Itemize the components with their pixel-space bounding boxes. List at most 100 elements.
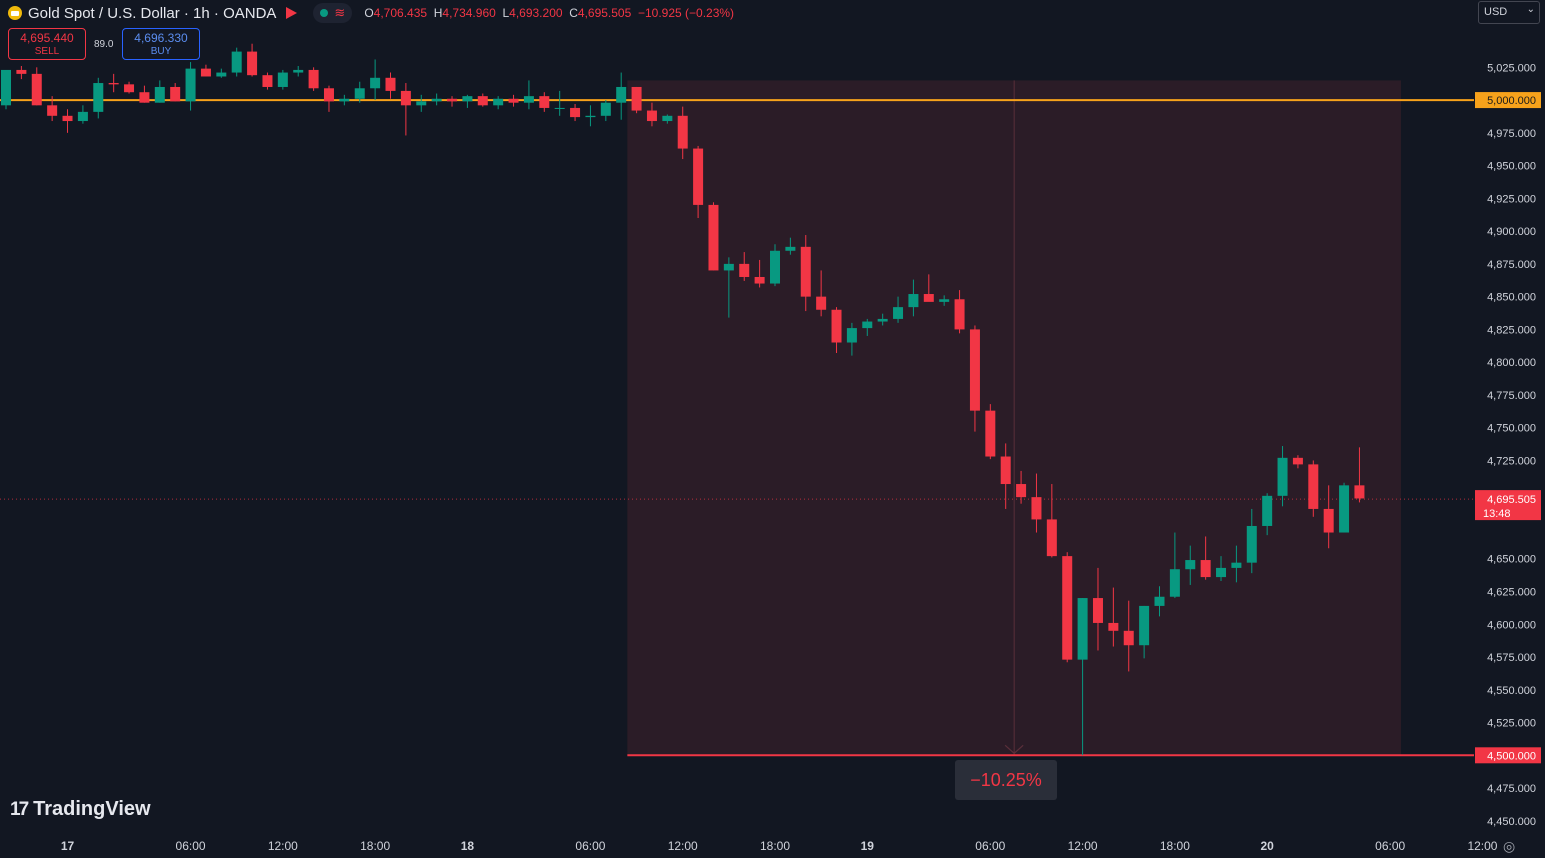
candle-body [1308, 464, 1319, 509]
hline-price-label: 5,000.000 [1487, 95, 1536, 107]
candle-body [31, 73, 42, 106]
wave-icon: ≋ [334, 5, 346, 20]
candle-body [954, 299, 965, 330]
candle-body [846, 328, 857, 343]
candle-body [770, 250, 780, 284]
price-tick-label: 4,600.000 [1487, 619, 1536, 631]
time-tick-label: 18:00 [360, 839, 390, 853]
current-price-label: 4,695.505 [1487, 494, 1536, 506]
candle-body [231, 51, 242, 73]
price-tick-label: 4,625.000 [1487, 586, 1536, 598]
candle-body [616, 86, 627, 103]
candle-body [1185, 560, 1196, 570]
candle-body [631, 86, 642, 111]
candle-body [400, 90, 411, 106]
sell-price: 4,695.440 [20, 31, 74, 45]
candle-body [800, 246, 811, 297]
candle-body [754, 276, 765, 284]
candle-body [139, 92, 150, 103]
candle-body [939, 299, 950, 302]
candle-body [739, 263, 750, 277]
candle-body [1154, 596, 1165, 606]
candle-body [1292, 457, 1303, 465]
spread-value: 89.0 [94, 39, 114, 50]
ohlc-values: O4,706.435 H4,734.960 L4,693.200 C4,695.… [364, 6, 735, 20]
candle-body [385, 77, 396, 91]
candle-body [1077, 598, 1088, 660]
candle-body [1277, 457, 1288, 496]
candle-body [1062, 556, 1073, 660]
time-tick-label: 20 [1260, 839, 1274, 853]
price-tick-label: 4,650.000 [1487, 554, 1536, 566]
time-tick-label: 18:00 [760, 839, 790, 853]
price-tick-label: 4,925.000 [1487, 193, 1536, 205]
time-tick-label: 12:00 [1467, 839, 1497, 853]
candle-body [1354, 485, 1365, 499]
sell-button[interactable]: 4,695.440 SELL [8, 28, 86, 60]
candle-body [723, 263, 734, 271]
sell-label: SELL [34, 46, 60, 57]
candle-body [370, 77, 381, 89]
candle-body [708, 204, 719, 271]
time-tick-label: 12:00 [668, 839, 698, 853]
candle-body [493, 98, 504, 106]
buy-button[interactable]: 4,696.330 BUY [122, 28, 200, 60]
candle-body [539, 96, 550, 108]
candle-body [677, 115, 688, 149]
tradingview-mark-icon: 17 [10, 798, 29, 820]
flag-icon[interactable] [286, 7, 298, 19]
candle-body [523, 96, 534, 103]
price-tick-label: 4,575.000 [1487, 652, 1536, 664]
candle-body [354, 88, 365, 99]
candle-body [200, 68, 211, 77]
price-tick-label: 4,725.000 [1487, 455, 1536, 467]
candle-body [1046, 519, 1057, 557]
candle-body [508, 98, 519, 103]
candle-body [462, 96, 473, 102]
candle-body [785, 246, 796, 251]
measure-percent-label: −10.25% [955, 760, 1057, 800]
candle-body [570, 107, 581, 118]
price-tick-label: 4,900.000 [1487, 226, 1536, 238]
time-tick-label: 06:00 [1375, 839, 1405, 853]
candle-body [893, 307, 904, 319]
price-tick-label: 4,750.000 [1487, 423, 1536, 435]
candle-body [1200, 560, 1211, 578]
tradingview-logo[interactable]: 17 TradingView [10, 798, 151, 820]
candle-body [185, 68, 196, 102]
candle-body [477, 96, 488, 106]
candle-body [431, 98, 442, 102]
candle-body [1000, 456, 1011, 485]
market-open-dot-icon [320, 9, 329, 17]
candle-body [1323, 508, 1334, 533]
candle-body [1246, 525, 1257, 563]
price-tick-label: 4,800.000 [1487, 357, 1536, 369]
buy-label: BUY [150, 46, 172, 57]
candle-body [154, 86, 165, 103]
candle-body [247, 51, 258, 76]
candle-body [877, 318, 888, 322]
candle-body [93, 83, 104, 112]
measure-arrow-icon [1004, 744, 1024, 755]
symbol-title[interactable]: Gold Spot / U.S. Dollar · 1h · OANDA [28, 4, 277, 22]
currency-select[interactable]: USD ⌄ [1478, 1, 1540, 24]
market-status-pill[interactable]: ≋ [313, 3, 353, 23]
price-tick-label: 4,950.000 [1487, 161, 1536, 173]
candle-body [969, 329, 980, 411]
time-tick-label: 18:00 [1160, 839, 1190, 853]
candle-body [1139, 605, 1150, 646]
candle-body [308, 69, 319, 89]
candle-body [1, 69, 11, 106]
candle-body [1108, 622, 1119, 631]
candle-body [908, 294, 919, 308]
price-tick-label: 4,875.000 [1487, 259, 1536, 271]
time-tick-label: 12:00 [1068, 839, 1098, 853]
candle-body [1169, 569, 1180, 597]
price-tick-label: 5,025.000 [1487, 62, 1536, 74]
candle-body [1123, 630, 1134, 646]
settings-icon[interactable]: ◎ [1503, 838, 1516, 854]
candle-body [923, 294, 934, 302]
candle-body [600, 102, 611, 116]
candle-body [339, 98, 350, 102]
